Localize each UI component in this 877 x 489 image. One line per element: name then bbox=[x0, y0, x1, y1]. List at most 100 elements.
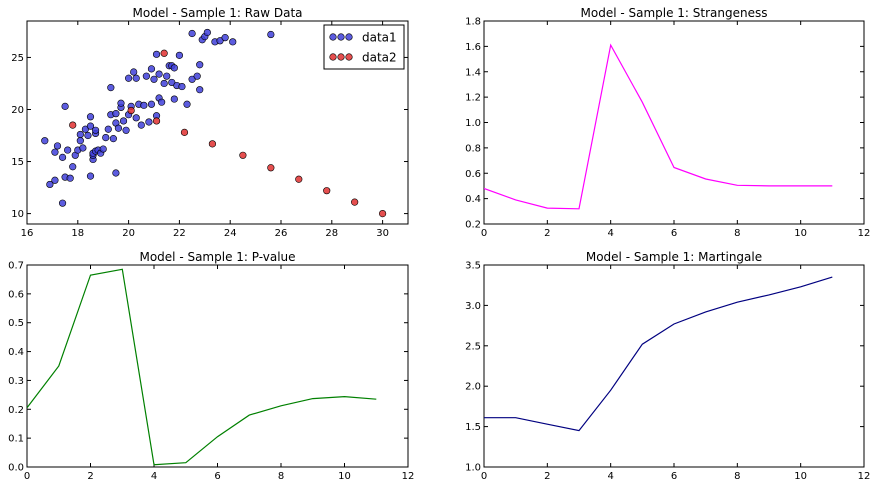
point-data1 bbox=[86, 172, 95, 180]
x-tick-label: 28 bbox=[325, 228, 338, 239]
y-tick-label: 1.4 bbox=[465, 67, 481, 78]
x-tick-label: 10 bbox=[794, 228, 807, 239]
legend-marker-data1 bbox=[337, 33, 345, 41]
point-data1 bbox=[51, 148, 59, 156]
y-tick-label: 3.0 bbox=[465, 301, 481, 312]
x-tick-label: 6 bbox=[671, 228, 677, 239]
point-data1 bbox=[183, 100, 191, 108]
series-line bbox=[484, 276, 833, 432]
series-line bbox=[27, 268, 377, 466]
plot-area bbox=[27, 268, 377, 466]
point-data1 bbox=[178, 82, 186, 91]
y-tick-label: 15 bbox=[11, 157, 24, 168]
chart-title: Model - Sample 1: Raw Data bbox=[133, 6, 303, 20]
plot-frame bbox=[26, 20, 409, 225]
point-data1 bbox=[175, 51, 183, 59]
point-data1 bbox=[99, 145, 107, 153]
x-tick-label: 0 bbox=[24, 471, 30, 482]
y-tick-label: 0.5 bbox=[8, 318, 24, 329]
plot-area bbox=[484, 43, 833, 210]
point-data1 bbox=[125, 74, 133, 82]
y-tick-label: 0.2 bbox=[465, 220, 481, 231]
x-tick-label: 4 bbox=[151, 471, 157, 482]
x-tick-label: 6 bbox=[214, 471, 220, 482]
point-data2 bbox=[180, 128, 189, 136]
point-data1 bbox=[109, 135, 117, 143]
y-tick-label: 1.8 bbox=[465, 17, 481, 28]
point-data1 bbox=[91, 126, 100, 134]
x-tick-label: 12 bbox=[858, 228, 871, 239]
plot-area bbox=[484, 276, 833, 432]
x-tick-label: 22 bbox=[173, 228, 186, 239]
point-data1 bbox=[119, 117, 128, 125]
point-data1 bbox=[86, 122, 95, 130]
y-tick-label: 2.5 bbox=[465, 341, 481, 352]
plot-frame bbox=[483, 264, 865, 468]
point-data1 bbox=[147, 100, 156, 108]
y-tick-label: 25 bbox=[11, 53, 24, 64]
y-tick-label: 2.0 bbox=[465, 382, 481, 393]
point-data1 bbox=[152, 50, 161, 58]
point-data1 bbox=[137, 121, 145, 129]
plot-area bbox=[41, 28, 387, 218]
x-tick-label: 4 bbox=[607, 228, 613, 239]
chart-title: Model - Sample 1: Strangeness bbox=[581, 6, 768, 20]
y-tick-label: 1.0 bbox=[465, 118, 481, 129]
y-tick-label: 0.8 bbox=[465, 143, 481, 154]
x-tick-label: 0 bbox=[481, 471, 487, 482]
x-tick-label: 8 bbox=[278, 471, 284, 482]
x-tick-label: 12 bbox=[858, 471, 871, 482]
x-tick-label: 0 bbox=[481, 228, 487, 239]
legend-marker-data2 bbox=[329, 53, 337, 61]
chart-title: Model - Sample 1: Martingale bbox=[586, 250, 762, 264]
point-data1 bbox=[140, 101, 148, 109]
y-tick-label: 0.6 bbox=[8, 289, 24, 300]
point-data1 bbox=[58, 199, 67, 207]
legend-marker-data2 bbox=[345, 53, 353, 61]
y-tick-label: 0.6 bbox=[465, 169, 481, 180]
y-tick-label: 1.5 bbox=[465, 422, 481, 433]
point-data1 bbox=[229, 38, 237, 46]
x-tick-label: 2 bbox=[87, 471, 93, 482]
point-data2 bbox=[208, 140, 217, 148]
x-tick-label: 4 bbox=[607, 471, 613, 482]
point-data2 bbox=[160, 49, 168, 57]
point-data1 bbox=[203, 28, 211, 37]
chart-3: Model - Sample 1: P-value 0 2 4 6 8 10 12 0.0 0.1… bbox=[8, 250, 414, 482]
y-tick-label: 0.0 bbox=[8, 463, 24, 474]
point-data1 bbox=[145, 118, 153, 126]
point-data1 bbox=[58, 153, 67, 161]
point-data1 bbox=[163, 72, 171, 80]
y-tick-label: 0.4 bbox=[8, 347, 24, 358]
y-tick-label: 1.0 bbox=[465, 463, 481, 474]
point-data2 bbox=[323, 187, 331, 195]
point-data1 bbox=[130, 68, 138, 76]
point-data2 bbox=[351, 198, 359, 206]
point-data1 bbox=[196, 61, 204, 69]
point-data2 bbox=[152, 117, 161, 125]
point-data1 bbox=[196, 86, 204, 94]
y-tick-label: 1.2 bbox=[465, 93, 481, 104]
point-data1 bbox=[160, 79, 168, 88]
y-tick-label: 20 bbox=[11, 105, 24, 116]
point-data1 bbox=[61, 102, 69, 110]
legend-box bbox=[323, 24, 405, 70]
point-data1 bbox=[132, 114, 140, 122]
point-data1 bbox=[188, 29, 196, 38]
x-tick-label: 6 bbox=[671, 471, 677, 482]
series-line bbox=[484, 43, 833, 210]
plot-frame bbox=[483, 20, 865, 225]
legend-label: data2 bbox=[362, 51, 397, 65]
x-tick-label: 10 bbox=[338, 471, 351, 482]
y-tick-label: 10 bbox=[11, 209, 24, 220]
x-tick-label: 10 bbox=[794, 471, 807, 482]
point-data1 bbox=[122, 126, 130, 134]
legend-marker-data2 bbox=[337, 53, 345, 61]
point-data1 bbox=[79, 144, 87, 152]
point-data1 bbox=[147, 65, 156, 73]
y-tick-label: 1.6 bbox=[465, 42, 481, 53]
point-data1 bbox=[69, 163, 77, 171]
chart-title: Model - Sample 1: P-value bbox=[139, 250, 295, 264]
point-data1 bbox=[41, 137, 49, 145]
point-data1 bbox=[170, 95, 178, 103]
